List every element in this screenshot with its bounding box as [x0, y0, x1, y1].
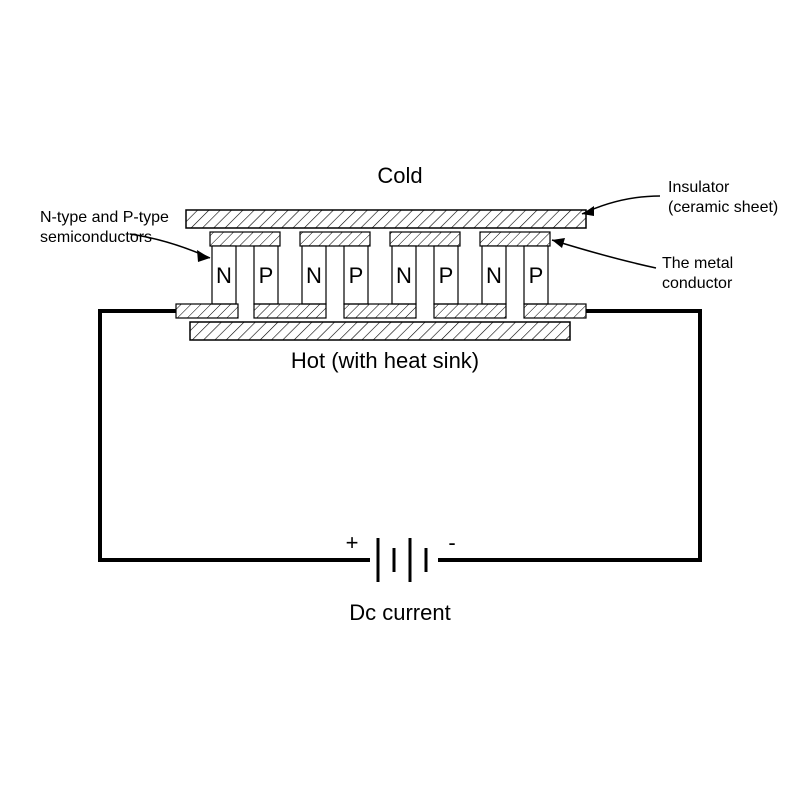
semi-n3: N [396, 263, 412, 288]
bottom-ceramic [190, 322, 570, 340]
callout-semiconductors: N-type and P-type semiconductors [40, 209, 210, 262]
top-ceramic [186, 210, 586, 228]
semi-text-1: N-type and P-type [40, 209, 169, 226]
insulator-text-1: Insulator [668, 179, 730, 196]
top-conductors [210, 232, 550, 246]
conductor-text-2: conductor [662, 275, 733, 292]
battery-plus: + [346, 530, 359, 555]
callout-insulator: Insulator (ceramic sheet) [582, 179, 778, 216]
cold-label: Cold [377, 163, 422, 188]
insulator-text-2: (ceramic sheet) [668, 199, 778, 216]
semi-p2: P [349, 263, 364, 288]
bottom-conductors [176, 304, 586, 318]
dc-current-label: Dc current [349, 600, 450, 625]
semiconductor-group: N P N P N P N P [212, 246, 548, 304]
semi-p1: P [259, 263, 274, 288]
semi-n2: N [306, 263, 322, 288]
semi-p4: P [529, 263, 544, 288]
semi-text-2: semiconductors [40, 229, 152, 246]
semi-p3: P [439, 263, 454, 288]
callout-conductor: The metal conductor [552, 238, 733, 292]
battery-minus: - [448, 530, 455, 555]
semi-n1: N [216, 263, 232, 288]
semi-n4: N [486, 263, 502, 288]
battery-symbol [378, 538, 426, 582]
hot-label: Hot (with heat sink) [291, 348, 479, 373]
conductor-text-1: The metal [662, 255, 733, 272]
